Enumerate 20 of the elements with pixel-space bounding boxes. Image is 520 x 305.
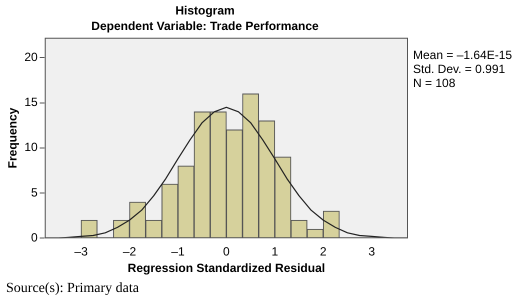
y-tick-label: 5: [31, 185, 38, 200]
chart-subtitle: Dependent Variable: Trade Performance: [91, 18, 320, 33]
x-tick-label: 1: [271, 244, 278, 259]
y-tick-label: 0: [31, 230, 38, 245]
x-tick-label: 0: [223, 244, 230, 259]
x-tick-label: –1: [171, 244, 185, 259]
y-tick-label: 10: [24, 140, 38, 154]
y-tick-label: 20: [24, 50, 38, 64]
y-axis-title: Frequency: [6, 107, 20, 168]
x-tick-label: 3: [368, 244, 376, 259]
x-tick-label: –3: [74, 244, 88, 259]
x-tick-label: –2: [122, 244, 136, 259]
x-axis-title: Regression Standardized Residual: [128, 261, 326, 276]
text: Std. Dev. = 0.991: [413, 62, 506, 76]
source-note: Source(s): Primary data: [6, 281, 139, 297]
x-tick-label: 2: [320, 244, 327, 259]
chart-title: Histogram: [175, 4, 235, 18]
text: N = 108: [413, 76, 456, 90]
y-tick-label: 15: [24, 95, 38, 110]
text: Mean = –1.64E-15: [413, 48, 512, 62]
